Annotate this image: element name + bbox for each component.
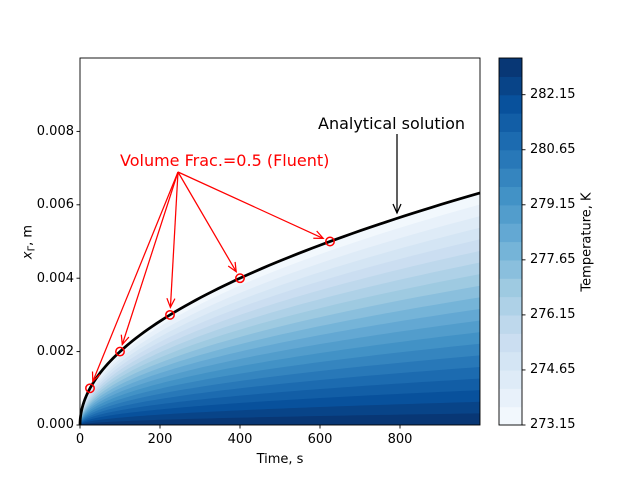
y-tick-label: 0.006 [36,197,74,212]
fluent-arrow [177,171,237,273]
colorbar-band [499,58,522,77]
colorbar-band [499,296,522,316]
x-tick-label: 0 [75,432,85,447]
colorbar-band [499,369,522,389]
analytical-annotation: Analytical solution [318,114,466,133]
fluent-arrow-head [313,230,325,240]
colorbar-band [499,259,522,279]
fluent-arrow [169,171,179,308]
fluent-marker [115,346,125,357]
x-tick-label: 400 [227,432,253,447]
colorbar-band [499,406,522,426]
analytical-curve [78,191,481,426]
fluent-arrow [92,171,179,382]
x-tick-label: 800 [387,432,413,447]
colorbar-tick-label: 277.65 [530,252,576,267]
y-tick-label: 0.002 [36,344,74,359]
colorbar-tick-label: 280.65 [530,142,576,157]
colorbar-band [499,388,522,408]
fluent-marker [235,273,245,284]
y-tick-label: 0.008 [36,124,74,139]
fluent-marker [85,383,95,394]
fluent-arrow-head [120,334,130,346]
colorbar-band [499,351,522,371]
colorbar-band [499,131,522,151]
fluent-arrow-head [91,371,101,383]
y-tick-label: 0.004 [36,271,74,286]
x-axis-label: Time, s [256,452,304,467]
colorbar-band [499,149,522,169]
colorbar-tick-label: 273.15 [530,417,576,432]
colorbar-band [499,333,522,353]
fluent-arrow-head [166,297,176,309]
colorbar-tick-label: 279.15 [530,197,576,212]
colorbar-outline [498,57,523,426]
plot-spine [79,57,481,426]
fluent-arrow [121,171,179,345]
colorbar-band [499,204,522,224]
colorbar-label: Temperature, K [579,192,595,292]
colorbar-band [499,278,522,298]
fluent-marker [165,309,175,320]
analytical-arrow-head [392,203,402,215]
fluent-annotation: Volume Frac.=0.5 (Fluent) [120,151,330,170]
fluent-marker [325,236,335,247]
y-axis-label-sub: Γ [26,245,38,252]
y-axis-label-var: x [20,251,36,260]
x-tick-label: 600 [307,432,333,447]
fluent-arrow [177,171,324,239]
colorbar-tick-label: 274.65 [530,362,576,377]
temperature-band [80,413,480,425]
fluent-arrow-head [227,261,237,274]
colorbar-band [499,168,522,188]
y-tick-label: 0.000 [36,417,74,432]
colorbar-band [499,314,522,334]
y-axis-label: xΓ, m [20,225,41,259]
colorbar-band [499,186,522,206]
colorbar-band [499,223,522,243]
colorbar-band [499,241,522,261]
colorbar-tick-label: 282.15 [530,87,576,102]
y-axis-label-unit: , m [20,224,36,246]
x-tick-label: 200 [147,432,173,447]
colorbar-band [499,113,522,132]
colorbar-tick-label: 276.15 [530,307,576,322]
colorbar-band [499,94,522,114]
colorbar-band [499,76,522,96]
